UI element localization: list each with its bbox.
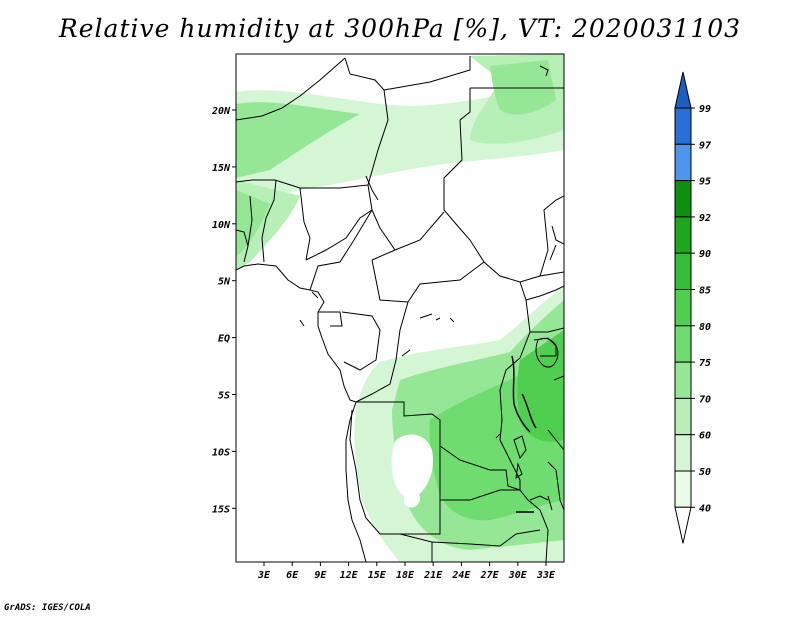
colorbar-swatch [674, 289, 692, 327]
colorbar-label: 85 [699, 286, 711, 297]
humidity-field-sahel-inner [236, 102, 360, 178]
longitude-axis: 3E 6E 9E 12E 15E 18E 21E 24E 27E 30E 33E [257, 562, 556, 581]
lon-label: 3E [257, 570, 271, 581]
lon-label: 21E [423, 570, 443, 581]
colorbar-label: 50 [699, 467, 711, 478]
humidity-field-dry-patch [391, 434, 434, 499]
lon-label: 6E [286, 570, 299, 581]
humidity-field-dry-patch-2 [404, 486, 420, 508]
colorbar-swatch [674, 325, 692, 363]
colorbar-label: 40 [699, 503, 711, 514]
lat-label: EQ [218, 334, 230, 345]
colorbar-swatch [674, 143, 692, 182]
country-borders [236, 56, 564, 562]
lat-label: 20N [211, 106, 231, 117]
lon-label: 12E [340, 570, 359, 581]
humidity-field-southeast-core [517, 330, 564, 442]
lon-label: 27E [480, 570, 500, 581]
lat-label: 15S [212, 504, 230, 515]
colorbar-label: 90 [699, 249, 711, 260]
lon-label: 33E [536, 570, 556, 581]
humidity-field [236, 54, 564, 562]
lon-label: 18E [396, 570, 415, 581]
map-frame [235, 53, 565, 563]
lon-label: 30E [508, 570, 528, 581]
map-title: Relative humidity at 300hPa [%], VT: 202… [58, 14, 742, 43]
lat-label: 5S [218, 391, 230, 402]
colorbar-swatch [674, 434, 692, 472]
colorbar-label: 99 [699, 104, 711, 115]
colorbar-top-arrow [674, 71, 692, 109]
humidity-field-northeast-inner [490, 60, 556, 115]
humidity-field-westcoast-inner [236, 190, 270, 256]
colorbar: 99 97 95 92 90 85 80 75 70 60 50 40 [674, 71, 711, 544]
lon-label: 9E [314, 570, 327, 581]
colorbar-label: 70 [699, 394, 711, 405]
colorbar-swatch [674, 107, 692, 145]
colorbar-swatch [674, 216, 692, 254]
colorbar-label: 97 [699, 140, 711, 151]
colorbar-swatch [674, 361, 692, 399]
colorbar-swatch [674, 180, 692, 218]
latitude-axis: 20N 15N 10N 5N EQ 5S 10S 15S [211, 106, 236, 515]
lat-label: 10N [212, 220, 231, 231]
colorbar-swatch [674, 397, 692, 436]
lon-label: 24E [451, 570, 471, 581]
colorbar-label: 60 [699, 431, 711, 442]
colorbar-label: 75 [699, 358, 711, 369]
colorbar-label: 92 [699, 213, 711, 224]
lat-label: 5N [218, 277, 231, 288]
lon-label: 15E [368, 570, 387, 581]
lat-label: 15N [212, 163, 231, 174]
colorbar-swatch [674, 470, 692, 508]
lat-label: 10S [212, 447, 230, 458]
colorbar-label: 95 [699, 177, 711, 188]
colorbar-swatch [674, 252, 692, 290]
grads-credit: GrADS: IGES/COLA [4, 603, 91, 613]
colorbar-bottom-arrow [674, 506, 692, 544]
colorbar-label: 80 [699, 322, 711, 333]
